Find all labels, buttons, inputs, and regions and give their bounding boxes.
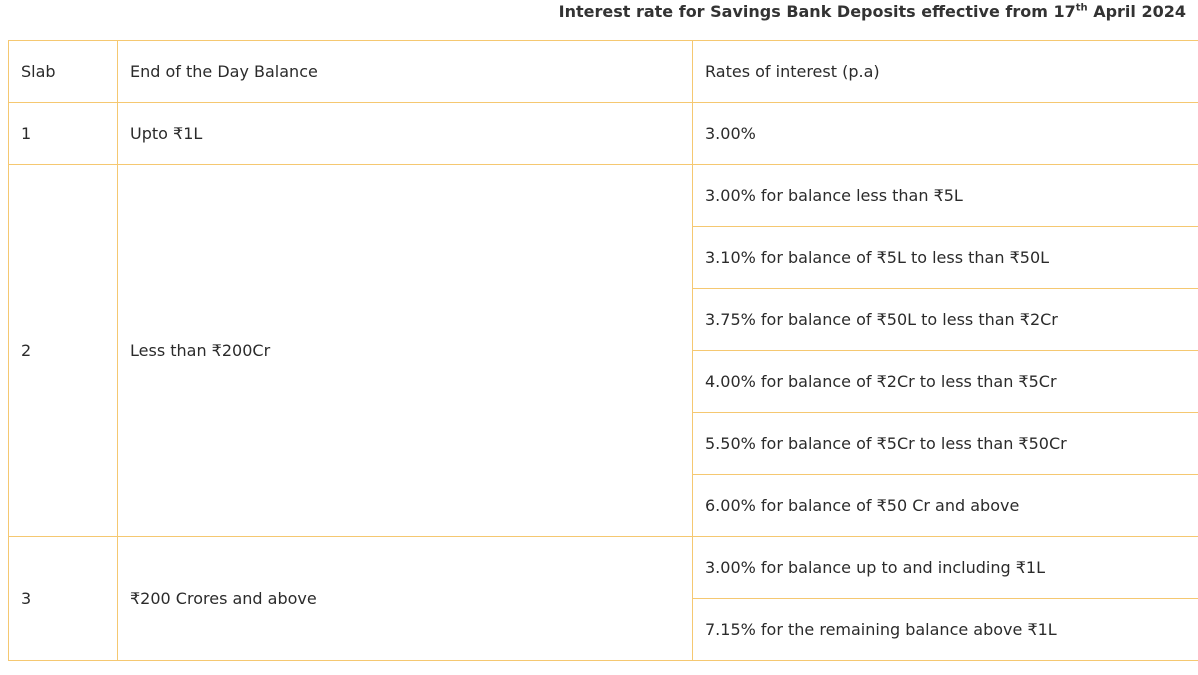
table-row: 7.15% for the remaining balance above ₹1… — [9, 598, 1198, 661]
balance-cell: ₹200 Crores and above — [117, 536, 693, 661]
balance-cell: Less than ₹200Cr — [117, 164, 693, 537]
title: Interest rate for Savings Bank Deposits … — [559, 2, 1186, 21]
rate-cell: 3.00% for balance less than ₹5L — [692, 164, 1198, 227]
rate-cell: 3.75% for balance of ₹50L to less than ₹… — [692, 288, 1198, 351]
slab-cell: 2 — [8, 164, 118, 537]
header-cell: End of the Day Balance — [117, 40, 693, 103]
header-cell: Rates of interest (p.a) — [692, 40, 1198, 103]
rate-cell: 5.50% for balance of ₹5Cr to less than ₹… — [692, 412, 1198, 475]
title-text: Interest rate for Savings Bank Deposits … — [558, 2, 1076, 21]
rates-table: Slab End of the Day Balance Rates of inter… — [8, 40, 1198, 661]
balance-cell: Upto ₹1L — [117, 102, 693, 165]
table-row: 4.00% for balance of ₹2Cr to less than ₹… — [9, 350, 1198, 413]
table-row: 1 Upto ₹1L 3.00% — [8, 102, 1198, 165]
title-text: April 2024 — [1087, 2, 1186, 21]
rate-cell: 7.15% for the remaining balance above ₹1… — [692, 598, 1198, 661]
title-superscript: th — [1075, 2, 1088, 14]
slab-cell: 1 — [8, 102, 118, 165]
rate-cell: 3.00% for balance up to and including ₹1… — [692, 536, 1198, 599]
rate-cell: 4.00% for balance of ₹2Cr to less than ₹… — [692, 350, 1198, 413]
rate-cell: 6.00% for balance of ₹50 Cr and above — [692, 474, 1198, 537]
table-row: 3 ₹200 Crores and above 3.00% for balance … — [8, 536, 1198, 661]
slab-cell: 3 — [8, 536, 118, 661]
table-row: 3.75% for balance of ₹50L to less than ₹… — [9, 288, 1198, 351]
rate-cell: 3.00% — [692, 102, 1198, 165]
rate-cell: 3.10% for balance of ₹5L to less than ₹5… — [692, 226, 1198, 289]
table-row: 6.00% for balance of ₹50 Cr and above — [9, 474, 1198, 537]
header-cell: Slab — [8, 40, 118, 103]
table-row: 2 Less than ₹200Cr 3.00% for balance less … — [8, 164, 1198, 537]
header-row: Slab End of the Day Balance Rates of inter… — [8, 40, 1198, 103]
table-row: 3.10% for balance of ₹5L to less than ₹5… — [9, 226, 1198, 289]
